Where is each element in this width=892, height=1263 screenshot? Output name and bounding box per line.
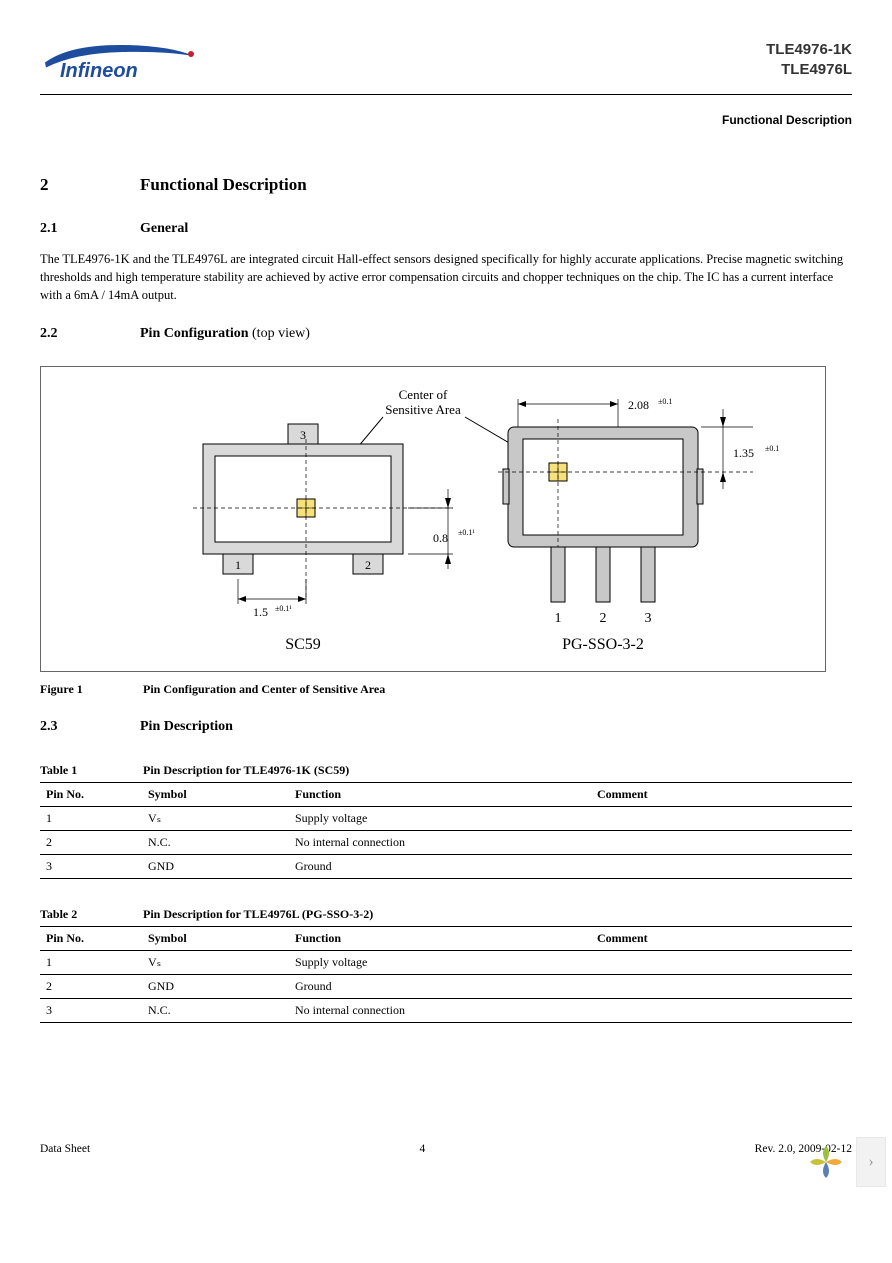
product-code-block: TLE4976-1K TLE4976L <box>766 40 852 79</box>
svg-text:2: 2 <box>365 558 371 572</box>
table-2-caption: Table 2 Pin Description for TLE4976L (PG… <box>40 907 852 922</box>
table-row: 1VₛSupply voltage <box>40 806 852 830</box>
section-path: Functional Description <box>40 113 852 127</box>
table-1-caption-text: Pin Description for TLE4976-1K (SC59) <box>143 763 349 777</box>
table-row: 2N.C.No internal connection <box>40 830 852 854</box>
svg-text:2.08: 2.08 <box>628 398 649 412</box>
heading-2-1-number: 2.1 <box>40 221 140 237</box>
svg-text:2: 2 <box>600 611 607 626</box>
svg-text:0.8: 0.8 <box>433 531 448 545</box>
product-code-1: TLE4976-1K <box>766 40 852 60</box>
viewer-corner: › <box>806 1137 886 1187</box>
table-row: 2GNDGround <box>40 974 852 998</box>
table-1-col-0: Pin No. <box>40 782 142 806</box>
heading-2-2-number: 2.2 <box>40 326 140 342</box>
table-1-col-3: Comment <box>591 782 852 806</box>
svg-text:3: 3 <box>645 611 652 626</box>
general-body-text: The TLE4976-1K and the TLE4976L are inte… <box>40 250 852 304</box>
heading-2-1-title: General <box>140 221 188 237</box>
table-1-label: Table 1 <box>40 763 140 778</box>
svg-text:±0.1: ±0.1 <box>658 397 672 406</box>
brand-logo: Infineon <box>40 40 200 90</box>
table-2-label: Table 2 <box>40 907 140 922</box>
heading-2-title: Functional Description <box>140 175 307 195</box>
heading-2-1: 2.1 General <box>40 221 852 237</box>
table-2-caption-text: Pin Description for TLE4976L (PG-SSO-3-2… <box>143 907 373 921</box>
viewer-logo-icon <box>806 1142 846 1182</box>
svg-text:Infineon: Infineon <box>60 60 138 82</box>
next-page-button[interactable]: › <box>856 1137 886 1187</box>
table-row: 1VₛSupply voltage <box>40 950 852 974</box>
heading-2-3: 2.3 Pin Description <box>40 719 852 735</box>
pin-configuration-diagram-icon: Center of Sensitive Area 3 <box>53 379 813 659</box>
svg-text:3: 3 <box>300 428 306 442</box>
infineon-logo-icon: Infineon <box>40 40 200 90</box>
table-2: Pin No. Symbol Function Comment 1VₛSuppl… <box>40 926 852 1023</box>
table-2-col-3: Comment <box>591 926 852 950</box>
table-2-col-0: Pin No. <box>40 926 142 950</box>
svg-text:Center of: Center of <box>399 387 448 402</box>
table-2-col-2: Function <box>289 926 591 950</box>
footer-center: 4 <box>420 1143 426 1155</box>
heading-2-3-title: Pin Description <box>140 719 233 735</box>
page-footer: Data Sheet 4 Rev. 2.0, 2009-02-12 <box>40 1143 852 1193</box>
svg-text:1.5: 1.5 <box>253 605 268 619</box>
svg-text:±0.1¹: ±0.1¹ <box>458 528 475 537</box>
svg-text:1: 1 <box>555 611 562 626</box>
figure-1-label: Figure 1 <box>40 682 140 697</box>
svg-text:±0.1: ±0.1 <box>765 444 779 453</box>
heading-2-2-title: Pin Configuration (top view) <box>140 326 310 342</box>
table-row: 3GNDGround <box>40 854 852 878</box>
footer-left: Data Sheet <box>40 1143 90 1155</box>
svg-text:PG-SSO-3-2: PG-SSO-3-2 <box>562 636 644 653</box>
svg-text:±0.1¹: ±0.1¹ <box>275 604 292 613</box>
table-1: Pin No. Symbol Function Comment 1VₛSuppl… <box>40 782 852 879</box>
table-1-col-2: Function <box>289 782 591 806</box>
product-code-2: TLE4976L <box>766 60 852 80</box>
svg-text:1: 1 <box>235 558 241 572</box>
page-header: Infineon TLE4976-1K TLE4976L <box>40 40 852 95</box>
figure-1-caption-text: Pin Configuration and Center of Sensitiv… <box>143 682 385 696</box>
table-row: 3N.C.No internal connection <box>40 998 852 1022</box>
heading-2: 2 Functional Description <box>40 175 852 195</box>
figure-1-caption: Figure 1 Pin Configuration and Center of… <box>40 682 852 697</box>
table-1-col-1: Symbol <box>142 782 289 806</box>
svg-text:Sensitive Area: Sensitive Area <box>385 402 461 417</box>
heading-2-3-number: 2.3 <box>40 719 140 735</box>
svg-text:SC59: SC59 <box>285 636 321 653</box>
heading-2-number: 2 <box>40 175 140 195</box>
figure-1-container: Center of Sensitive Area 3 <box>40 366 826 672</box>
table-2-col-1: Symbol <box>142 926 289 950</box>
heading-2-2: 2.2 Pin Configuration (top view) <box>40 326 852 342</box>
svg-text:1.35: 1.35 <box>733 446 754 460</box>
table-1-caption: Table 1 Pin Description for TLE4976-1K (… <box>40 763 852 778</box>
